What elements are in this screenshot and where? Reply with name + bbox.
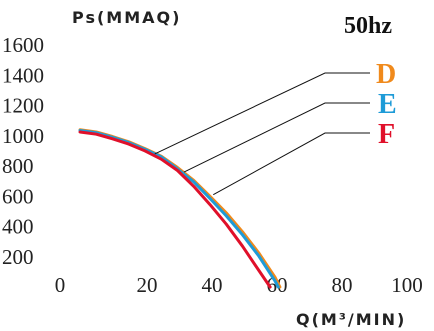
y-tick-label: 1600 [2, 33, 44, 57]
y-tick-label: 800 [2, 154, 34, 178]
callout-line-f [213, 132, 370, 196]
series-label-f: F [378, 119, 395, 150]
frequency-label: 50hz [344, 13, 392, 39]
series-label-d: D [376, 59, 396, 90]
y-tick-label: 400 [2, 215, 34, 239]
y-tick-label: 1200 [2, 94, 44, 118]
y-tick-label: 200 [2, 245, 34, 269]
y-tick-label: 1000 [2, 124, 44, 148]
x-tick-label: 80 [332, 273, 353, 297]
y-axis-title: Ps(MMAQ) [72, 8, 181, 27]
x-tick-label: 20 [137, 273, 158, 297]
y-tick-label: 1400 [2, 63, 44, 87]
callout-line-e [183, 102, 370, 173]
callouts: DEF [154, 59, 397, 196]
y-tick-label: 600 [2, 184, 34, 208]
x-tick-label: 40 [202, 273, 223, 297]
x-tick-label: 100 [391, 273, 423, 297]
series-line-d [78, 128, 282, 289]
series-label-e: E [378, 89, 397, 120]
series-line-f [78, 130, 272, 289]
x-ticks: 0 20 40 60 80 100 [55, 273, 423, 297]
x-tick-label: 0 [55, 273, 66, 297]
series-line-e [78, 129, 280, 289]
x-axis-title: Q(M³/MIN) [296, 310, 406, 329]
y-ticks: 200 400 600 800 1000 1200 1400 1600 [2, 33, 44, 269]
curves [78, 128, 282, 289]
callout-line-d [154, 72, 370, 155]
